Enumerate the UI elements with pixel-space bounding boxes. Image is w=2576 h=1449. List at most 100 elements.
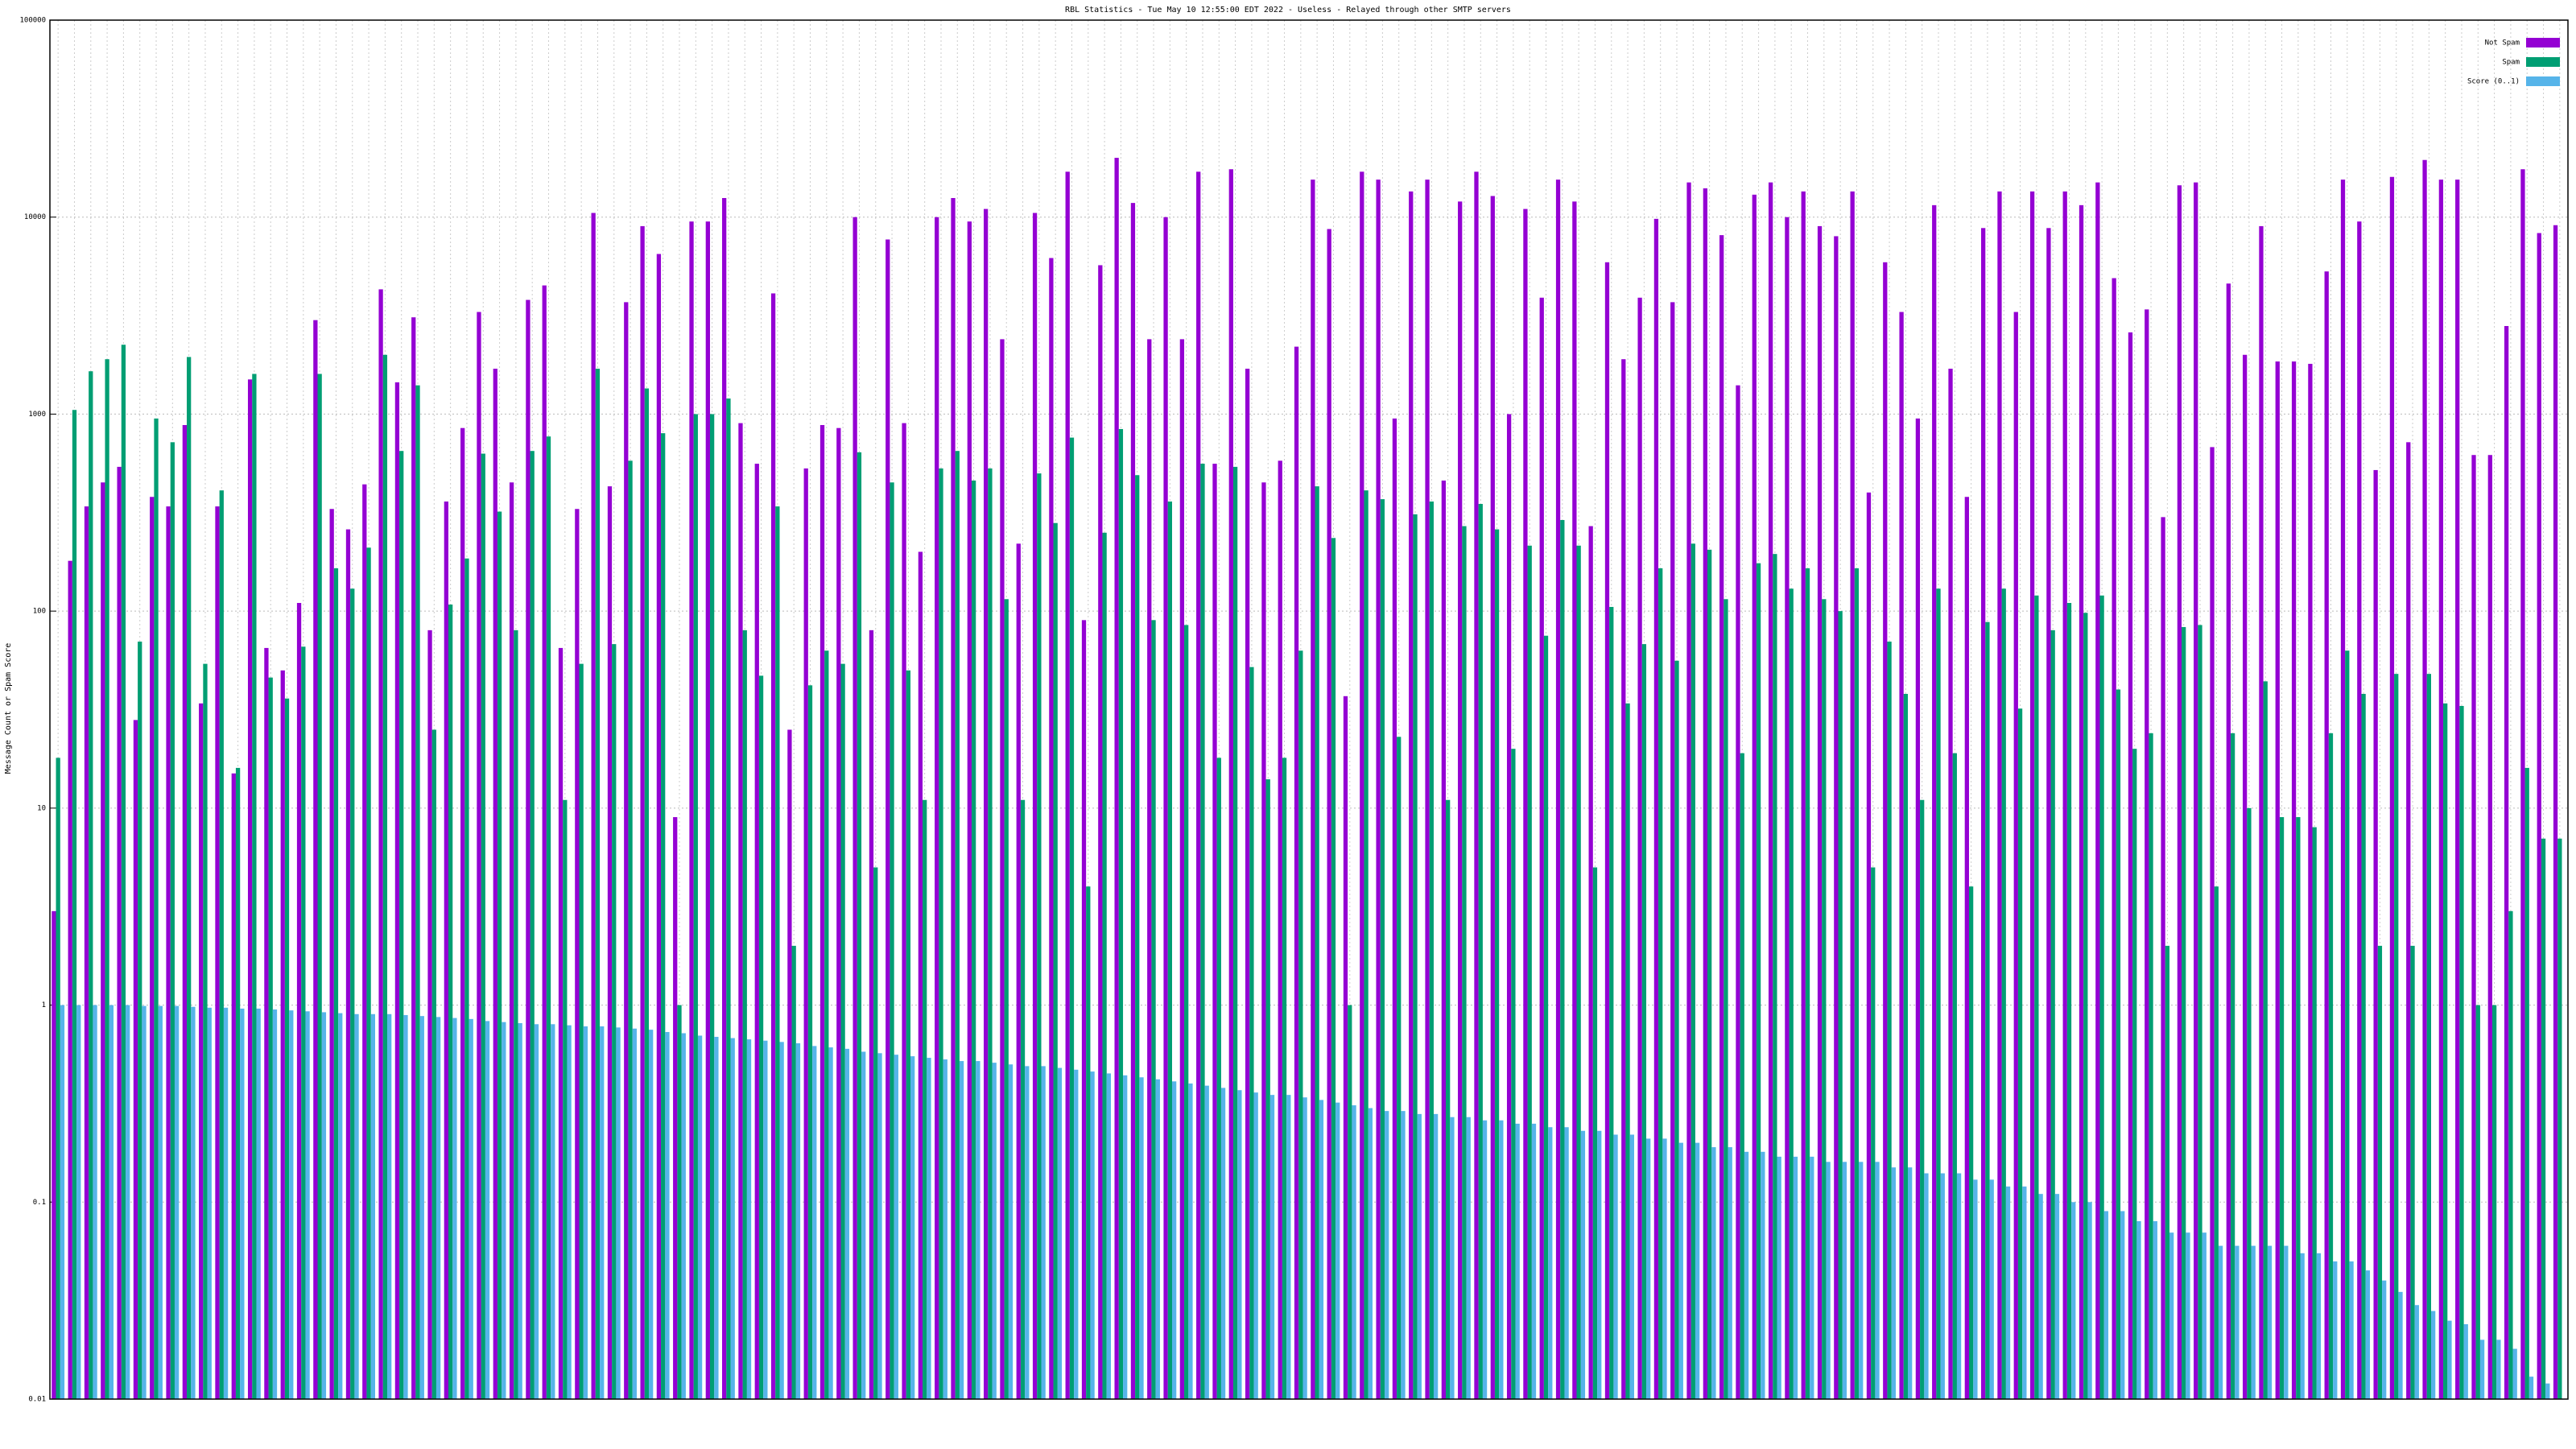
bar	[415, 385, 420, 1399]
bar	[223, 1007, 229, 1399]
bar	[1429, 502, 1434, 1399]
bar	[2263, 681, 2268, 1399]
bar	[2308, 363, 2313, 1400]
bar	[1074, 1069, 1079, 1399]
bar	[2202, 1232, 2207, 1399]
y-tick-label: 100	[33, 608, 46, 616]
bar	[1286, 1095, 1291, 1399]
bar	[988, 468, 993, 1399]
bar	[431, 729, 436, 1399]
bar	[2382, 1280, 2387, 1399]
bar	[1850, 191, 1855, 1400]
bar	[272, 1009, 278, 1399]
bar	[2079, 204, 2084, 1400]
bar	[268, 677, 273, 1399]
bar	[2340, 180, 2346, 1399]
bar	[1662, 1138, 1667, 1399]
bar	[256, 1008, 261, 1399]
bar	[1724, 599, 1728, 1399]
bar	[1744, 1151, 1749, 1399]
bar	[448, 604, 453, 1399]
bar	[1413, 514, 1418, 1399]
bar	[219, 490, 224, 1399]
bar	[526, 299, 530, 1399]
bar	[530, 451, 535, 1399]
bar	[1948, 369, 1953, 1399]
bar	[1282, 758, 1287, 1399]
bar	[1805, 568, 1810, 1400]
bar	[469, 1018, 473, 1399]
bar	[2103, 1211, 2109, 1399]
bar	[910, 1056, 915, 1399]
legend-label: Not Spam	[2485, 39, 2520, 47]
bar	[1167, 502, 1172, 1399]
bar	[984, 208, 989, 1399]
bar	[2394, 674, 2399, 1399]
bar	[2373, 469, 2378, 1399]
bar	[1053, 522, 1058, 1399]
bar	[819, 425, 825, 1400]
bar	[575, 509, 580, 1399]
bar	[738, 423, 743, 1399]
bar	[1920, 799, 1925, 1399]
bar	[693, 414, 698, 1399]
bar	[1008, 1064, 1013, 1399]
bar	[2349, 1261, 2354, 1399]
bar	[1875, 1162, 1880, 1399]
bar	[1171, 1081, 1177, 1399]
bar	[1597, 1130, 1602, 1399]
bar	[2520, 169, 2525, 1400]
bar	[191, 1006, 196, 1399]
bar	[1768, 182, 1773, 1400]
bar	[2132, 749, 2137, 1399]
bar	[1090, 1071, 1095, 1399]
bar	[1147, 339, 1152, 1399]
bar	[1854, 568, 1860, 1400]
bar	[419, 1016, 424, 1399]
bar	[1245, 369, 1250, 1399]
bar	[1086, 886, 1091, 1399]
y-tick-label: 0.01	[28, 1396, 46, 1404]
bar	[56, 758, 60, 1399]
bar	[1037, 473, 1042, 1399]
bar	[166, 506, 171, 1399]
bar	[803, 468, 808, 1399]
bar	[2524, 767, 2529, 1399]
bar	[1065, 171, 1070, 1399]
bar	[1196, 171, 1201, 1399]
bar	[877, 1053, 882, 1399]
bar	[1703, 188, 1707, 1399]
bar	[2017, 708, 2023, 1399]
bar	[333, 568, 339, 1400]
bar	[1621, 359, 1626, 1399]
bar	[1548, 1127, 1553, 1399]
bar	[133, 720, 138, 1399]
bar	[101, 482, 105, 1399]
bar	[2145, 309, 2149, 1399]
bar	[2198, 625, 2202, 1399]
bar	[1294, 346, 1299, 1400]
bar	[1940, 1173, 1945, 1399]
bar	[1997, 191, 2002, 1400]
bar	[321, 1012, 327, 1399]
bar	[1580, 1130, 1586, 1399]
bar	[481, 453, 485, 1400]
bar	[595, 369, 601, 1399]
legend-label: Spam	[2502, 59, 2520, 67]
bar	[1793, 1156, 1798, 1399]
bar	[436, 1017, 441, 1399]
bar	[2479, 1340, 2485, 1399]
bar	[1604, 262, 1610, 1400]
bar	[2504, 326, 2509, 1399]
bar	[199, 703, 204, 1399]
bar	[1237, 1090, 1242, 1399]
bar	[1032, 213, 1038, 1400]
bar	[583, 1026, 588, 1399]
bar	[1417, 1113, 1422, 1399]
bar	[240, 1008, 245, 1399]
bar	[1801, 191, 1806, 1400]
bar	[329, 509, 334, 1399]
bar	[1253, 1092, 1258, 1399]
bar	[709, 414, 715, 1399]
bar	[1506, 414, 1512, 1399]
